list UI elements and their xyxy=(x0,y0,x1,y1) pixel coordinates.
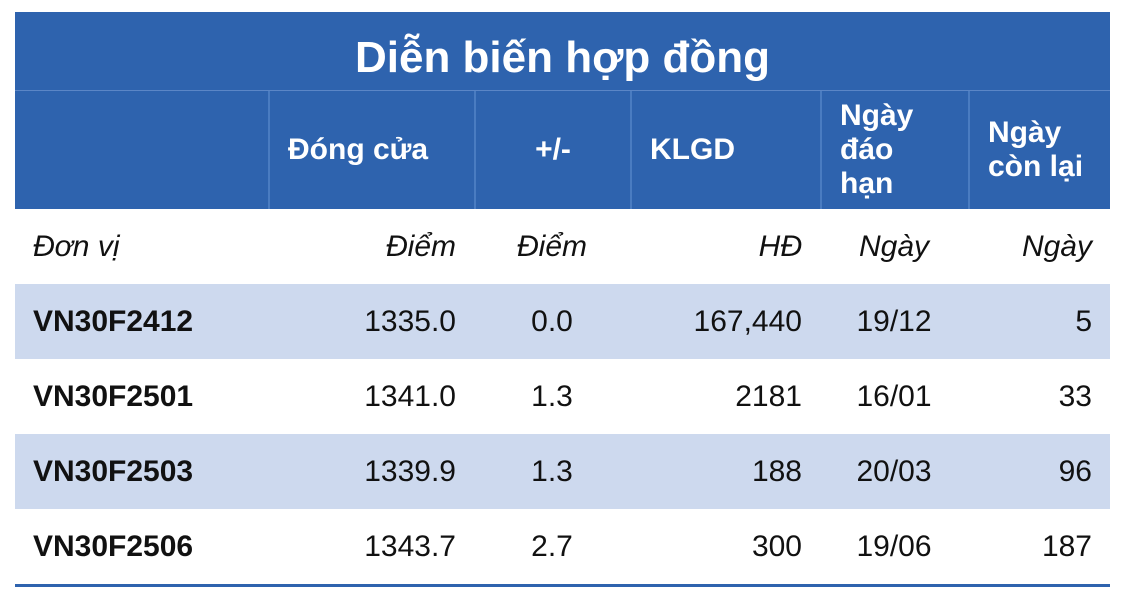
header-cell: Ngày còn lại xyxy=(968,91,1110,209)
data-cell: 96 xyxy=(1058,454,1092,488)
data-cell: 19/12 xyxy=(856,304,932,338)
data-cell: VN30F2506 xyxy=(33,529,194,563)
header-row: Đóng cửa +/- KLGD Ngày đáo hạn Ngày còn lại xyxy=(15,91,1110,209)
data-cell: 5 xyxy=(1075,304,1092,338)
unit-cell: Ngày xyxy=(1021,229,1092,263)
header-cell: Ngày đáo hạn xyxy=(820,91,968,209)
data-cell: VN30F2501 xyxy=(33,379,194,413)
data-cell: 1.3 xyxy=(531,454,573,488)
table-title: Diễn biến hợp đồng xyxy=(15,12,1110,91)
header-cell: +/- xyxy=(474,91,630,209)
data-row: VN30F2412 1335.0 0.0 167,440 19/12 5 xyxy=(15,284,1110,359)
data-cell: 188 xyxy=(751,454,802,488)
unit-cell: Ngày xyxy=(858,229,930,263)
data-cell: 1341.0 xyxy=(364,379,456,413)
data-cell: 16/01 xyxy=(856,379,932,413)
unit-cell: Điểm xyxy=(385,229,456,263)
data-row: VN30F2501 1341.0 1.3 2181 16/01 33 xyxy=(15,359,1110,434)
header-cell: Đóng cửa xyxy=(268,91,474,209)
data-cell: 187 xyxy=(1041,529,1092,563)
data-row: VN30F2503 1339.9 1.3 188 20/03 96 xyxy=(15,434,1110,509)
unit-cell: Điểm xyxy=(516,229,587,263)
data-cell: 167,440 xyxy=(693,304,802,338)
data-cell: VN30F2503 xyxy=(33,454,194,488)
header-cell xyxy=(15,91,268,209)
data-cell: 300 xyxy=(751,529,802,563)
data-cell: 0.0 xyxy=(531,304,573,338)
data-cell: VN30F2412 xyxy=(33,304,194,338)
data-cell: 2181 xyxy=(735,379,802,413)
unit-cell: HĐ xyxy=(758,229,802,263)
data-cell: 1.3 xyxy=(531,379,573,413)
data-cell: 1335.0 xyxy=(364,304,456,338)
data-cell: 1339.9 xyxy=(364,454,456,488)
units-row: Đơn vị Điểm Điểm HĐ Ngày Ngày xyxy=(15,209,1110,284)
data-cell: 19/06 xyxy=(856,529,932,563)
unit-cell: Đơn vị xyxy=(33,229,120,263)
data-cell: 2.7 xyxy=(531,529,573,563)
data-cell: 20/03 xyxy=(856,454,932,488)
data-cell: 33 xyxy=(1058,379,1092,413)
data-cell: 1343.7 xyxy=(364,529,456,563)
contract-table: Diễn biến hợp đồng Đóng cửa +/- KLGD Ngày đ… xyxy=(15,12,1110,587)
header-cell: KLGD xyxy=(630,91,820,209)
data-row: VN30F2506 1343.7 2.7 300 19/06 187 xyxy=(15,509,1110,587)
